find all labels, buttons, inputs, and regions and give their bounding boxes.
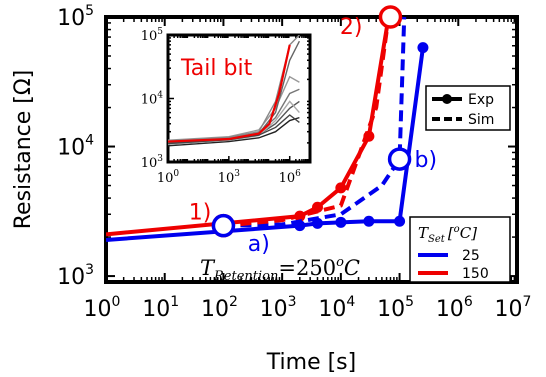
inset-y-tick-exp: 3 (157, 154, 163, 164)
annotation-label: a) (248, 232, 270, 257)
inset-x-tick-exp: 3 (234, 169, 240, 179)
legend-style-box (425, 85, 511, 131)
legend-style-exp-label: Exp (468, 92, 494, 108)
retention-temperature-annotation: TRetention=250oC (200, 255, 360, 284)
series-exp-25-point (363, 215, 375, 227)
retention-annotation-unit: C (344, 256, 360, 280)
main-y-tick-base: 10 (57, 6, 85, 31)
series-sim-150-line (223, 16, 391, 228)
series-exp-25-point (335, 216, 347, 228)
main-x-tick-exp: 0 (112, 294, 121, 310)
inset-y-tick-label: 104 (141, 91, 164, 108)
main-x-tick-base: 10 (260, 297, 288, 322)
annotation-marker (211, 213, 236, 238)
inset-y-tick-base: 10 (141, 93, 158, 108)
inset-series-group (168, 35, 301, 147)
main-y-tick-exp: 4 (85, 133, 94, 149)
inset-y-tick-label: 105 (141, 27, 164, 44)
main-x-tick-label: 107 (495, 294, 532, 322)
inset-series-line (168, 44, 291, 143)
series-exp-150-point (311, 201, 323, 213)
main-x-tick-exp: 3 (288, 294, 297, 310)
legends: Exp Sim TSet [oC] 25 150 (409, 85, 511, 283)
main-x-tick-base: 10 (377, 297, 405, 322)
inset-y-tick-base: 10 (141, 156, 158, 171)
inset-x-tick-base: 10 (157, 171, 174, 186)
main-plot-frame (104, 15, 519, 284)
main-y-tick-label: 104 (57, 133, 94, 161)
y-axis-label: Resistance [Ω] (11, 70, 36, 230)
main-x-tick-exp: 5 (405, 294, 414, 310)
main-y-tick-exp: 5 (85, 3, 94, 19)
legend-temp-150-label: 150 (462, 266, 489, 282)
annotation-marker (387, 147, 412, 171)
legend-temp-title_main: T (418, 224, 429, 242)
main-x-tick-label: 101 (142, 294, 179, 322)
main-y-tick-base: 10 (57, 265, 85, 290)
inset-x-tick-exp: 0 (173, 169, 179, 179)
inset-y-tick-label: 103 (141, 154, 164, 171)
inset-y-tick-exp: 4 (157, 91, 163, 101)
inset-series-line (168, 116, 300, 147)
legend-temp-title_unit_open: [ (448, 224, 454, 242)
main-x-tick-exp: 1 (170, 294, 179, 310)
inset-x-tick-exp: 6 (295, 169, 301, 179)
legend-temp-title_sub: Set (428, 234, 446, 245)
main-x-tick-exp: 7 (523, 294, 532, 310)
legend-temp-title_unit_close: C] (460, 224, 477, 242)
legend-temp-title: TSet [oC] (418, 224, 477, 245)
main-series-group (106, 11, 429, 242)
main-y-tick-exp: 3 (85, 262, 94, 278)
retention-annotation-main: T (200, 256, 216, 280)
main-x-tick-exp: 2 (229, 294, 238, 310)
legend-style-sim-label: Sim (468, 112, 494, 128)
main-y-tick-label: 103 (57, 262, 94, 290)
series-exp-25-point (417, 42, 429, 54)
main-x-tick-exp: 4 (346, 294, 355, 310)
inset-y-tick-exp: 5 (157, 27, 163, 37)
legend-style-marker (442, 94, 452, 104)
main-x-tick-base: 10 (142, 297, 170, 322)
main-y-tick-base: 10 (57, 136, 85, 161)
inset-series-line (168, 35, 300, 142)
series-sim-25-line (223, 16, 407, 228)
main-x-tick-label: 106 (436, 294, 473, 322)
main-x-tick-base: 10 (495, 297, 523, 322)
inset-x-tick-base: 10 (279, 171, 296, 186)
main-x-tick-base: 10 (84, 297, 112, 322)
series-exp-150-point (335, 182, 347, 194)
main-x-tick-label: 103 (260, 294, 297, 322)
annotation-label: 1) (189, 201, 212, 226)
retention-annotation-rest: =250 (278, 256, 336, 280)
inset-x-tick-base: 10 (218, 171, 235, 186)
legend-temp-title_sup: o (454, 224, 460, 235)
main-x-tick-label: 105 (377, 294, 414, 322)
inset-x-tick-label: 106 (279, 169, 302, 186)
legend-temp-25-label: 25 (462, 248, 480, 264)
retention-annotation-sup: o (336, 255, 344, 270)
inset-x-tick-label: 100 (157, 169, 180, 186)
annotation-label: b) (415, 148, 438, 173)
annotation-label: 2) (340, 15, 363, 40)
main-x-tick-base: 10 (201, 297, 229, 322)
main-x-tick-exp: 6 (464, 294, 473, 310)
main-x-tick-label: 104 (318, 294, 355, 322)
main-y-tick-label: 105 (57, 3, 94, 31)
retention-annotation-sub: Retention (213, 269, 278, 284)
inset-x-tick-label: 103 (218, 169, 241, 186)
inset-title: Tail bit (180, 56, 253, 81)
x-axis-label: Time [s] (266, 350, 356, 375)
main-x-tick-base: 10 (318, 297, 346, 322)
series-exp-25-point (394, 215, 406, 227)
annotation-marker (378, 5, 403, 29)
main-x-tick-label: 102 (201, 294, 238, 322)
main-x-tick-base: 10 (436, 297, 464, 322)
inset-y-tick-base: 10 (141, 29, 158, 44)
main-x-tick-label: 100 (84, 294, 121, 322)
